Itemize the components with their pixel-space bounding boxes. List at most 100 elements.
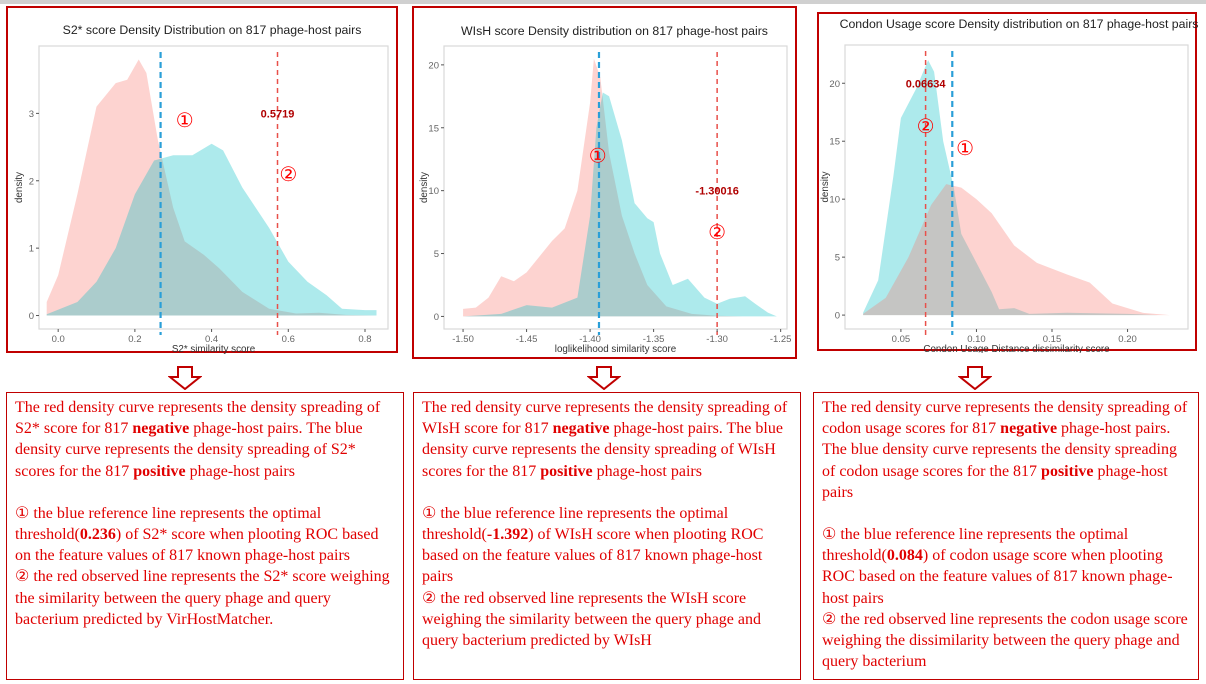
description-paragraph: The red density curve represents the den… [422, 397, 792, 482]
text-segment: ) of WIsH score when plooting ROC based … [422, 526, 764, 586]
positive-density-area [863, 60, 1158, 316]
y-tick-label: 20 [829, 79, 840, 90]
plot-area [844, 44, 1189, 330]
x-axis-label: S2* similarity score [172, 344, 256, 355]
emphasis-text: negative [132, 420, 190, 438]
chart-panel-s2star: S2* score Density Distribution on 817 ph… [6, 6, 398, 355]
x-tick-label: -1.30 [706, 334, 728, 345]
text-segment: phage-host pairs. The blue density curve… [822, 420, 1177, 480]
description-paragraph: ① the blue reference line represents the… [822, 524, 1190, 609]
x-tick-label: -1.45 [516, 334, 538, 345]
text-segment: ② the red observed line represents the W… [422, 589, 762, 650]
y-tick-label: 20 [428, 60, 439, 71]
density-chart: WIsH score Density distribution on 817 p… [419, 24, 792, 355]
description-paragraph: ① the blue reference line represents the… [15, 503, 395, 567]
emphasis-text: negative [1000, 420, 1058, 438]
text-segment: phage-host pairs [592, 462, 702, 480]
plot-area [443, 45, 788, 330]
chart-title: Condon Usage score Density distribution … [840, 17, 1199, 31]
y-tick-label: 10 [829, 195, 840, 206]
negative-density-area [463, 58, 743, 317]
x-tick-label: 0.8 [358, 334, 371, 345]
text-segment: ① the blue reference line represents the… [822, 526, 1129, 565]
description-box-s2star: The red density curve represents the den… [6, 392, 404, 680]
chart-panel-codon: Condon Usage score Density distribution … [817, 12, 1199, 353]
text-segment: The red density curve represents the den… [15, 399, 381, 438]
emphasis-text: negative [552, 420, 610, 438]
x-tick-label: 0.05 [892, 334, 911, 345]
y-tick-label: 1 [29, 244, 34, 255]
line-marker-label: ② [708, 220, 726, 244]
description-paragraph: The red density curve represents the den… [15, 397, 395, 482]
density-chart: S2* score Density Distribution on 817 ph… [14, 23, 389, 355]
positive-density-area [46, 143, 377, 316]
y-axis-label: density [14, 172, 25, 203]
emphasis-text: positive [540, 462, 593, 480]
text-segment: The red density curve represents the den… [422, 399, 788, 438]
line-marker-label: ② [279, 162, 297, 186]
chart-title: WIsH score Density distribution on 817 p… [461, 24, 768, 38]
emphasis-text: positive [133, 462, 186, 480]
description-box-codon: The red density curve represents the den… [813, 392, 1199, 680]
x-tick-label: -1.40 [579, 334, 601, 345]
y-tick-label: 5 [835, 253, 840, 264]
negative-density-area [46, 59, 377, 316]
x-tick-label: 0.10 [967, 334, 986, 345]
description-paragraph: ② the red observed line represents the c… [822, 609, 1190, 673]
text-segment: ② the red observed line represents the c… [822, 610, 1188, 671]
text-segment: phage-host pairs. The blue density curve… [15, 420, 363, 480]
x-tick-label: 0.0 [52, 334, 65, 345]
x-tick-label: -1.35 [643, 334, 665, 345]
emphasis-text: 0.084 [886, 547, 923, 565]
down-arrow-icon [168, 366, 202, 390]
negative-density-area [863, 184, 1170, 316]
x-tick-label: -1.50 [452, 334, 474, 345]
text-segment: ① the blue reference line represents the… [15, 504, 322, 544]
down-arrow-icon [958, 366, 992, 390]
y-tick-label: 10 [428, 186, 439, 197]
text-segment: phage-host pairs. The blue density curve… [422, 420, 783, 480]
x-tick-label: 0.4 [205, 334, 218, 345]
line-marker-label: ① [956, 136, 974, 160]
description-paragraph: ① the blue reference line represents the… [422, 503, 792, 588]
text-segment: The red density curve represents the den… [822, 399, 1188, 438]
observed-value-label: 0.5719 [261, 108, 295, 120]
y-tick-label: 15 [428, 123, 439, 134]
text-segment: ② the red observed line represents the S… [15, 568, 390, 628]
down-arrow-icon [587, 366, 621, 390]
y-tick-label: 0 [434, 312, 439, 323]
description-paragraph: The red density curve represents the den… [822, 397, 1190, 503]
text-segment: ) of S2* score when plooting ROC based o… [15, 526, 379, 565]
observed-value-label: -1.30016 [695, 186, 738, 198]
emphasis-text: positive [1041, 462, 1094, 480]
y-tick-label: 15 [829, 137, 840, 148]
y-axis-label: density [419, 172, 430, 203]
line-marker-label: ① [176, 108, 194, 132]
x-axis-label: Condon Usage Distance dissimilarity scor… [923, 344, 1110, 353]
top-border [0, 0, 1206, 4]
emphasis-text: -1.392 [486, 526, 529, 544]
x-tick-label: 0.15 [1043, 334, 1062, 345]
emphasis-text: 0.236 [79, 526, 116, 544]
description-box-wish: The red density curve represents the den… [413, 392, 801, 680]
description-paragraph: ② the red observed line represents the S… [15, 566, 395, 630]
chart-panel-wish: WIsH score Density distribution on 817 p… [412, 6, 797, 359]
chart-title: S2* score Density Distribution on 817 ph… [63, 23, 362, 37]
x-tick-label: 0.6 [282, 334, 295, 345]
y-tick-label: 3 [29, 109, 34, 120]
x-tick-label: 0.20 [1118, 334, 1137, 345]
line-marker-label: ② [917, 114, 935, 138]
text-segment: ① the blue reference line represents the… [422, 504, 729, 544]
y-tick-label: 5 [434, 249, 439, 260]
positive-density-area [463, 92, 777, 317]
description-paragraph: ② the red observed line represents the W… [422, 588, 792, 652]
text-segment: ) of codon usage score when plooting ROC… [822, 547, 1173, 607]
plot-area [38, 45, 389, 330]
density-chart: Condon Usage score Density distribution … [820, 17, 1199, 353]
y-axis-label: density [820, 171, 831, 202]
x-axis-label: loglikelihood similarity score [555, 344, 677, 355]
line-marker-label: ① [589, 143, 607, 167]
y-tick-label: 2 [29, 176, 34, 187]
y-tick-label: 0 [29, 311, 34, 322]
x-tick-label: -1.25 [770, 334, 792, 345]
